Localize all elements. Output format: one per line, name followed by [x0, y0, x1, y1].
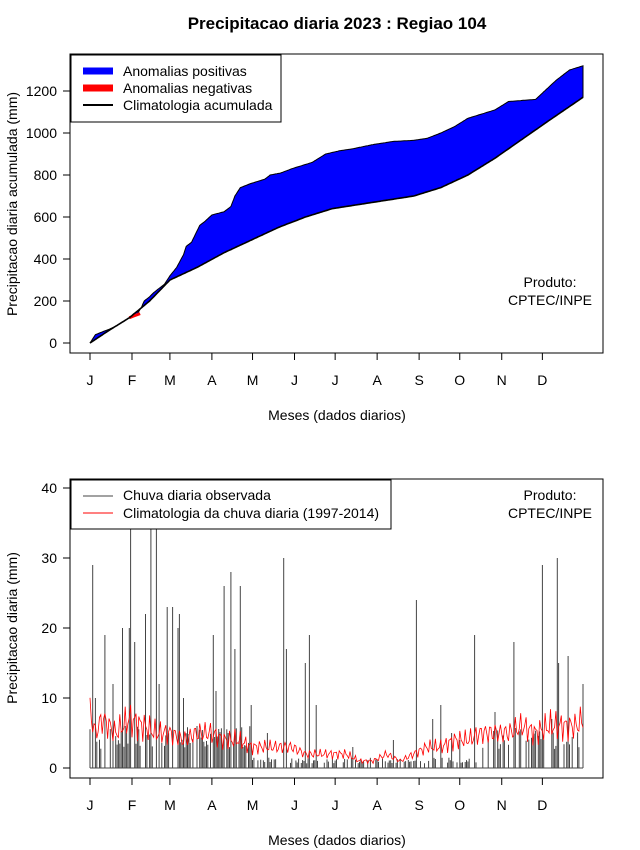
- x-tick-label: D: [537, 797, 547, 813]
- legend-label-climatology: Climatologia da chuva diaria (1997-2014): [123, 505, 379, 521]
- cumulative-chart: 0 200 400 600 800 1000 1200 J F M A M J J A S O N D Meses…: [4, 54, 603, 423]
- legend-label-observed: Chuva diaria observada: [123, 487, 271, 503]
- x-tick-label: A: [372, 797, 382, 813]
- x-axis-label: Meses (dados diarios): [268, 407, 406, 423]
- y-tick-label: 1200: [26, 83, 57, 99]
- x-tick-label: F: [128, 797, 137, 813]
- x-tick-label: S: [414, 797, 423, 813]
- legend: Chuva diaria observada Climatologia da c…: [71, 480, 391, 529]
- y-tick-label: 0: [49, 760, 57, 776]
- y-tick-label: 800: [34, 167, 58, 183]
- y-tick-label: 200: [34, 293, 58, 309]
- x-tick-label: A: [207, 372, 217, 388]
- x-tick-label: F: [128, 372, 137, 388]
- legend-label-climatology: Climatologia acumulada: [123, 97, 273, 113]
- x-tick-label: O: [454, 372, 465, 388]
- legend-label-negative: Anomalias negativas: [123, 80, 252, 96]
- x-tick-label: A: [372, 372, 382, 388]
- product-source: CPTEC/INPE: [508, 292, 592, 308]
- x-tick-label: J: [332, 372, 339, 388]
- y-tick-label: 40: [41, 480, 57, 496]
- daily-data-layer: [90, 488, 583, 768]
- y-tick-label: 0: [49, 335, 57, 351]
- legend: Anomalias positivas Anomalias negativas …: [71, 55, 281, 122]
- x-tick-label: J: [87, 797, 94, 813]
- precipitation-chart-canvas: 020040060080010001200 JFMAMJJASOND Meses…: [0, 0, 640, 850]
- climatology-daily-line: [90, 698, 583, 764]
- y-tick-label: 20: [41, 620, 57, 636]
- y-tick-label: 400: [34, 251, 58, 267]
- y-tick-label: 1000: [26, 125, 57, 141]
- product-label: Produto:: [524, 487, 577, 503]
- x-tick-label: M: [164, 797, 176, 813]
- y-axis: 0 10 20 30 40: [41, 480, 70, 776]
- y-axis-label: Precipitacao diaria acumulada (mm): [4, 92, 20, 316]
- y-tick-label: 30: [41, 550, 57, 566]
- x-tick-label: J: [291, 797, 298, 813]
- x-tick-label: J: [291, 372, 298, 388]
- x-tick-label: J: [87, 372, 94, 388]
- x-tick-label: N: [497, 797, 507, 813]
- x-tick-label: M: [247, 372, 259, 388]
- y-tick-label: 10: [41, 690, 57, 706]
- x-tick-label: O: [454, 797, 465, 813]
- x-axis-label: Meses (dados diarios): [268, 832, 406, 848]
- product-source: CPTEC/INPE: [508, 505, 592, 521]
- y-tick-label: 600: [34, 209, 58, 225]
- x-tick-label: M: [247, 797, 259, 813]
- product-label: Produto:: [524, 274, 577, 290]
- y-axis-label: Precipitacao diaria (mm): [4, 552, 20, 704]
- x-tick-label: S: [414, 372, 423, 388]
- daily-chart: 0 10 20 30 40 J F M A M J J A S O N D Meses (dados diar…: [4, 479, 603, 848]
- x-tick-label: A: [207, 797, 217, 813]
- x-tick-label: N: [497, 372, 507, 388]
- x-tick-label: D: [537, 372, 547, 388]
- x-tick-label: M: [164, 372, 176, 388]
- x-tick-label: J: [332, 797, 339, 813]
- legend-label-positive: Anomalias positivas: [123, 63, 247, 79]
- y-axis: 0 200 400 600 800 1000 1200: [26, 83, 70, 351]
